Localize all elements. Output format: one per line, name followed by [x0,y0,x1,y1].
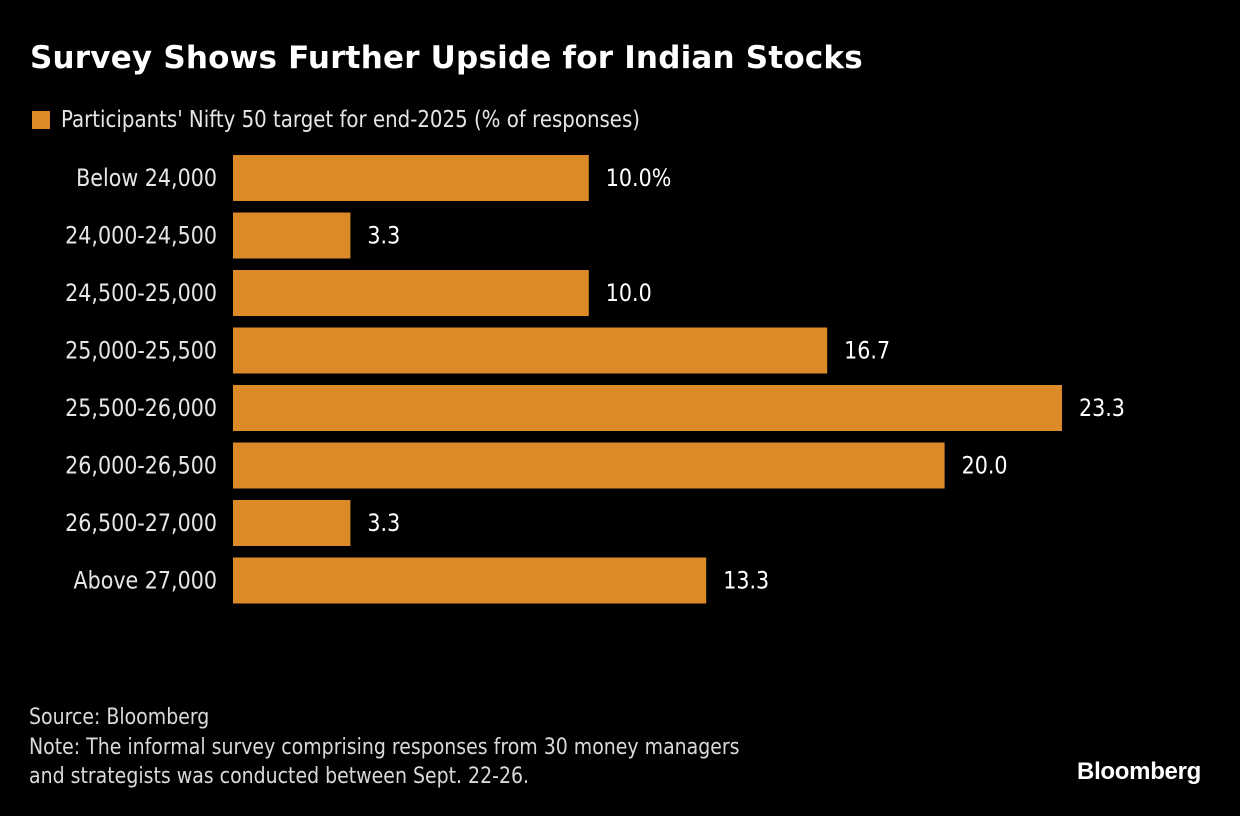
category-label: 25,000-25,500 [65,337,217,365]
legend-label: Participants' Nifty 50 target for end-20… [61,107,640,133]
legend: Participants' Nifty 50 target for end-20… [32,107,734,133]
category-label: 24,500-25,000 [65,280,217,308]
bar [233,270,589,316]
survey-note-line-1: Note: The informal survey comprising res… [29,734,740,760]
survey-note-line-2: and strategists was conducted between Se… [29,764,530,789]
source-note: Source: Bloomberg [29,705,210,730]
category-label: 24,000-24,500 [65,222,217,250]
chart-title: Survey Shows Further Upside for Indian S… [30,40,863,76]
bar [233,155,589,201]
data-label: 10.0% [606,165,672,193]
bar [233,385,1062,431]
category-label: Above 27,000 [74,567,217,595]
data-label: 3.3 [367,510,400,538]
data-label: 10.0 [606,280,652,308]
bar [233,442,945,489]
bar [233,500,351,546]
bar [233,327,828,374]
data-label: 16.7 [844,337,890,365]
data-label: 3.3 [367,222,400,250]
category-label: 25,500-26,000 [65,395,217,423]
bar [233,212,351,259]
bar [233,557,707,604]
legend-swatch [32,111,50,129]
category-label: 26,500-27,000 [65,510,217,538]
category-label: 26,000-26,500 [65,452,217,480]
category-label: Below 24,000 [76,165,217,193]
data-label: 23.3 [1079,395,1125,423]
data-label: 13.3 [723,567,769,595]
data-label: 20.0 [962,452,1008,480]
bloomberg-logo: Bloomberg [1077,758,1201,785]
chart-footer: Source: Bloomberg Note: The informal sur… [29,703,740,792]
